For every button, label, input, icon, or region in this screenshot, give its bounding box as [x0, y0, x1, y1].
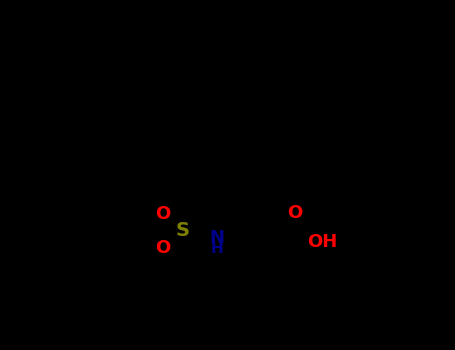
Text: H: H: [211, 241, 224, 256]
Text: N: N: [210, 229, 225, 247]
Text: S: S: [176, 221, 189, 240]
Text: O: O: [156, 239, 171, 257]
Text: OH: OH: [307, 233, 338, 251]
Text: O: O: [156, 205, 171, 223]
Text: O: O: [287, 204, 303, 222]
